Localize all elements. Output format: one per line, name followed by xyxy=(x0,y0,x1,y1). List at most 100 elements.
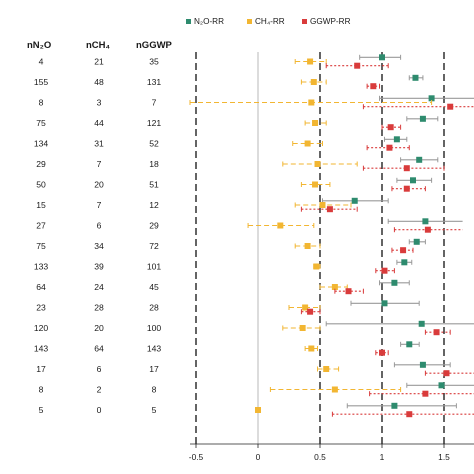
point-ch4 xyxy=(312,181,319,188)
point-ch4 xyxy=(308,345,315,352)
point-ch4 xyxy=(323,366,330,372)
count-cell: 7 xyxy=(97,159,102,169)
point-ch4 xyxy=(307,58,314,65)
point-n2o xyxy=(391,279,398,286)
count-cell: 39 xyxy=(94,262,104,272)
point-n2o xyxy=(391,402,398,409)
point-ggwp xyxy=(400,247,407,254)
point-ggwp xyxy=(345,288,352,295)
header-ggwp: nGGWP xyxy=(136,40,173,51)
count-cell: 45 xyxy=(149,282,159,292)
count-cell: 133 xyxy=(34,262,49,272)
count-cell: 101 xyxy=(147,262,162,272)
count-cell: 72 xyxy=(149,241,159,251)
point-n2o xyxy=(416,156,423,163)
count-cell: 18 xyxy=(149,159,159,169)
count-cell: 17 xyxy=(149,364,159,374)
count-cell: 17 xyxy=(36,364,46,374)
count-cell: 31 xyxy=(94,139,104,149)
point-ch4 xyxy=(308,99,315,106)
x-tick-label: 0 xyxy=(256,452,261,462)
count-cell: 8 xyxy=(39,385,44,395)
count-cell: 143 xyxy=(34,344,49,354)
count-cell: 29 xyxy=(149,221,159,231)
x-tick-label: -0.5 xyxy=(189,452,204,462)
point-ggwp xyxy=(370,83,377,90)
count-cell: 4 xyxy=(39,57,44,67)
count-cell: 134 xyxy=(34,139,49,149)
x-tick-label: 0.5 xyxy=(314,452,326,462)
count-cell: 34 xyxy=(94,241,104,251)
count-cell: 131 xyxy=(147,77,162,87)
count-cell: 5 xyxy=(39,405,44,415)
point-ggwp xyxy=(447,103,454,110)
count-cell: 7 xyxy=(152,98,157,108)
count-cell: 3 xyxy=(97,98,102,108)
count-cell: 48 xyxy=(94,77,104,87)
point-ggwp xyxy=(403,165,410,172)
point-n2o xyxy=(351,197,358,204)
point-ch4 xyxy=(302,304,309,311)
count-cell: 28 xyxy=(94,303,104,313)
point-ch4 xyxy=(313,263,320,270)
point-n2o xyxy=(413,238,420,245)
point-n2o xyxy=(412,74,419,81)
count-cell: 21 xyxy=(94,57,104,67)
point-ch4 xyxy=(331,284,338,290)
point-n2o xyxy=(381,300,388,307)
x-tick-label: 1 xyxy=(380,452,385,462)
x-axis: -0.5 0 0.5 1 1.5 xyxy=(189,443,474,462)
count-cell: 20 xyxy=(94,323,104,333)
count-cell: 6 xyxy=(97,364,102,374)
point-ggwp xyxy=(443,370,450,377)
header-ch4: nCH₄ xyxy=(86,40,111,51)
count-cell: 75 xyxy=(36,118,46,128)
count-cell: 8 xyxy=(152,385,157,395)
point-ch4 xyxy=(304,140,311,147)
point-ggwp xyxy=(381,267,388,274)
count-cell: 64 xyxy=(94,344,104,354)
point-ggwp xyxy=(354,62,361,69)
count-cell: 51 xyxy=(149,180,159,190)
point-ggwp xyxy=(379,349,385,356)
point-ch4 xyxy=(310,79,317,85)
count-cell: 44 xyxy=(94,118,104,128)
count-cell: 29 xyxy=(36,159,46,169)
count-cell: 27 xyxy=(36,221,46,231)
point-ggwp xyxy=(406,411,413,418)
point-ch4 xyxy=(331,386,338,393)
point-ggwp xyxy=(422,390,429,397)
point-ggwp xyxy=(326,206,333,213)
legend-label-ch4: CH₄-RR xyxy=(255,17,285,26)
point-n2o xyxy=(406,341,413,348)
point-n2o xyxy=(422,218,429,225)
point-n2o xyxy=(428,95,435,102)
count-cell: 8 xyxy=(39,98,44,108)
point-ggwp xyxy=(386,144,393,151)
count-cell: 0 xyxy=(97,405,102,415)
count-cell: 52 xyxy=(149,139,159,149)
count-cell: 6 xyxy=(97,221,102,231)
legend-swatch-ch4 xyxy=(247,19,252,24)
count-cell: 155 xyxy=(34,77,49,87)
count-cell: 2 xyxy=(97,385,102,395)
point-n2o xyxy=(401,259,408,266)
point-ggwp xyxy=(424,226,431,233)
point-n2o xyxy=(418,320,425,327)
point-n2o xyxy=(393,136,400,143)
point-ggwp xyxy=(307,308,314,315)
count-cell: 23 xyxy=(36,303,46,313)
count-cell: 120 xyxy=(34,323,49,333)
point-n2o xyxy=(379,54,385,61)
plot-grid xyxy=(195,52,445,444)
header-n2o: nN₂O xyxy=(27,40,51,51)
point-ch4 xyxy=(312,120,319,126)
count-cell: 35 xyxy=(149,57,159,67)
point-ch4 xyxy=(277,222,284,229)
point-ch4 xyxy=(304,243,311,249)
point-ggwp xyxy=(433,329,440,336)
count-cell: 75 xyxy=(36,241,46,251)
point-n2o xyxy=(410,177,416,184)
